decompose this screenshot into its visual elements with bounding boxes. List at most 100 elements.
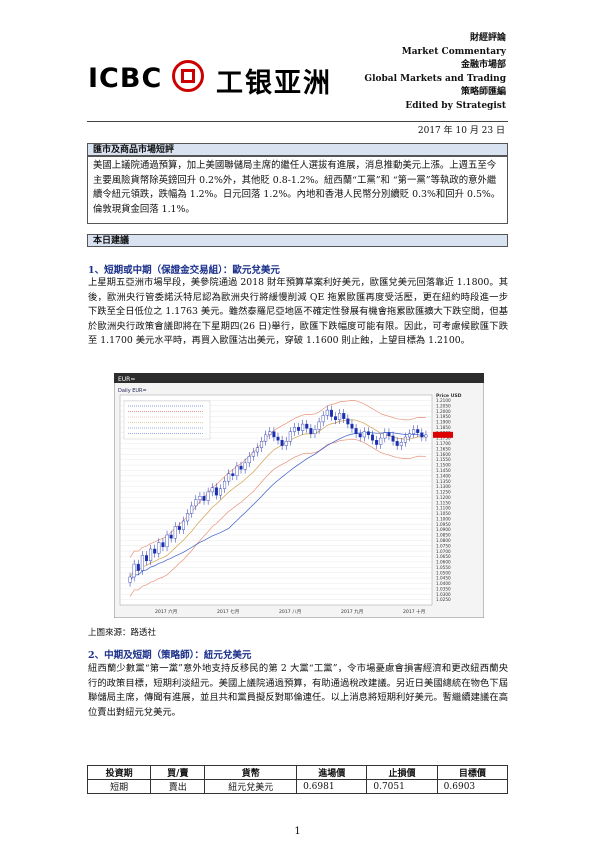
y-tick-label: 1.1550 bbox=[436, 457, 451, 462]
chart-caption: 上圖來源：路透社 bbox=[88, 628, 157, 638]
candle-body bbox=[181, 520, 185, 530]
cell-target: 0.6903 bbox=[436, 779, 509, 794]
recommendation-table: 投資期 買/賣 貨幣 進場價 止損價 目標價 短期 賣出 紐元兌美元 0.698… bbox=[86, 765, 509, 794]
candle-body bbox=[231, 473, 235, 476]
candle-body bbox=[395, 441, 399, 446]
y-tick-label: 1.1500 bbox=[436, 463, 451, 468]
candle-body bbox=[132, 563, 136, 578]
y-tick-label: 1.1600 bbox=[436, 452, 451, 457]
candle-body bbox=[309, 428, 313, 434]
candle-body bbox=[140, 555, 144, 571]
candle-body bbox=[255, 447, 259, 453]
bollinger-lower-line bbox=[129, 438, 426, 597]
logo-icbc-text: ICBC bbox=[88, 63, 163, 94]
y-tick-label: 1.0400 bbox=[436, 581, 451, 586]
candle-body bbox=[371, 434, 375, 441]
table-row: 短期 賣出 紐元兌美元 0.6981 0.7051 0.6903 bbox=[86, 779, 509, 794]
candle-body bbox=[206, 491, 210, 501]
candle-body bbox=[403, 436, 407, 443]
candle-body bbox=[173, 526, 177, 539]
y-tick-label: 1.1400 bbox=[436, 473, 451, 478]
candle-body bbox=[375, 440, 379, 445]
y-tick-label: 1.1300 bbox=[436, 484, 451, 489]
col-currency: 貨幣 bbox=[204, 765, 298, 780]
candle-body bbox=[407, 433, 412, 438]
cell-entry: 0.6981 bbox=[296, 779, 368, 794]
y-tick-label: 1.0700 bbox=[436, 549, 451, 554]
candle-body bbox=[235, 465, 239, 476]
table-header-row: 投資期 買/賣 貨幣 進場價 止損價 目標價 bbox=[86, 765, 509, 780]
chart-toolbar bbox=[114, 373, 484, 383]
page-number: 1 bbox=[294, 826, 301, 837]
y-tick-label: 1.0600 bbox=[436, 560, 451, 565]
candle-body bbox=[325, 409, 329, 416]
y-tick-label: 1.0750 bbox=[436, 543, 451, 548]
y-tick-label: 1.0950 bbox=[436, 522, 451, 527]
item2-title: 2、中期及短期（策略師）：紐元兌美元 bbox=[88, 650, 252, 661]
y-tick-label: 1.1450 bbox=[436, 468, 451, 473]
candle-body bbox=[227, 473, 231, 482]
x-tick-label: 2017 八月 bbox=[279, 609, 301, 615]
y-tick-label: 1.0300 bbox=[436, 592, 451, 597]
candle-body bbox=[169, 534, 173, 539]
candle-body bbox=[260, 441, 264, 448]
header-line1: 財經評論 bbox=[469, 33, 506, 43]
candle-body bbox=[329, 409, 333, 417]
candle-body bbox=[416, 429, 420, 433]
candle-body bbox=[424, 434, 428, 438]
y-tick-label: 1.0650 bbox=[436, 554, 451, 559]
candle-body bbox=[301, 423, 305, 431]
section-recommendation-title: 本日建議 bbox=[87, 234, 508, 247]
col-investment-period: 投資期 bbox=[86, 765, 152, 780]
candle-body bbox=[247, 456, 251, 464]
candle-body bbox=[190, 505, 194, 514]
candle-body bbox=[218, 488, 222, 496]
candle-body bbox=[202, 496, 206, 501]
y-tick-label: 1.1250 bbox=[436, 490, 451, 495]
y-tick-label: 1.1150 bbox=[436, 500, 451, 505]
candle-body bbox=[136, 563, 140, 571]
header-line6: Edited by Strategist bbox=[405, 100, 506, 111]
candle-body bbox=[251, 451, 255, 457]
candle-body bbox=[272, 431, 276, 438]
y-tick-label: 1.2050 bbox=[436, 403, 451, 408]
x-tick-label: 2017 九月 bbox=[341, 608, 363, 615]
last-price-marker bbox=[433, 431, 453, 438]
candle-body bbox=[379, 437, 383, 445]
y-tick-label: 1.1700 bbox=[436, 441, 451, 446]
cell-period: 短期 bbox=[86, 779, 152, 794]
candle-body bbox=[284, 441, 288, 446]
candle-body bbox=[313, 429, 317, 434]
y-tick-label: 1.0500 bbox=[436, 570, 451, 575]
y-tick-label: 1.1350 bbox=[436, 479, 451, 484]
candle-body bbox=[305, 423, 309, 429]
header-line5: 策略師匯編 bbox=[460, 87, 506, 97]
y-tick-label: 1.1200 bbox=[436, 495, 451, 500]
candle-body bbox=[288, 431, 292, 442]
candle-body bbox=[144, 555, 149, 562]
y-tick-label: 1.1950 bbox=[436, 414, 451, 419]
moving-average-long-line bbox=[129, 432, 427, 582]
candle-body bbox=[210, 487, 214, 493]
candle-body bbox=[366, 431, 370, 436]
candle-body bbox=[354, 428, 358, 434]
y-tick-label: 1.1100 bbox=[436, 506, 451, 511]
candle-body bbox=[346, 418, 350, 425]
candle-body bbox=[358, 433, 362, 438]
candle-body bbox=[412, 429, 416, 434]
candle-body bbox=[177, 526, 181, 530]
candle-body bbox=[387, 432, 391, 437]
candle-body bbox=[292, 427, 296, 432]
candle-body bbox=[198, 496, 202, 500]
chart-panel-label: Daily EUR= bbox=[118, 388, 147, 394]
candle-body bbox=[161, 542, 165, 548]
candle-body bbox=[128, 576, 132, 583]
col-target-price: 目標價 bbox=[436, 765, 509, 780]
candle-body bbox=[420, 432, 424, 438]
y-tick-label: 1.0900 bbox=[436, 527, 451, 532]
chart-legend-box bbox=[123, 400, 211, 440]
candle-body bbox=[264, 434, 268, 442]
logo-chinese-text: 工银亚洲 bbox=[216, 68, 332, 99]
eur-usd-candlestick-chart: EUR=Daily EUR=1.21001.20501.20001.19501.… bbox=[114, 373, 484, 618]
x-tick-label: 2017 七月 bbox=[217, 608, 239, 615]
